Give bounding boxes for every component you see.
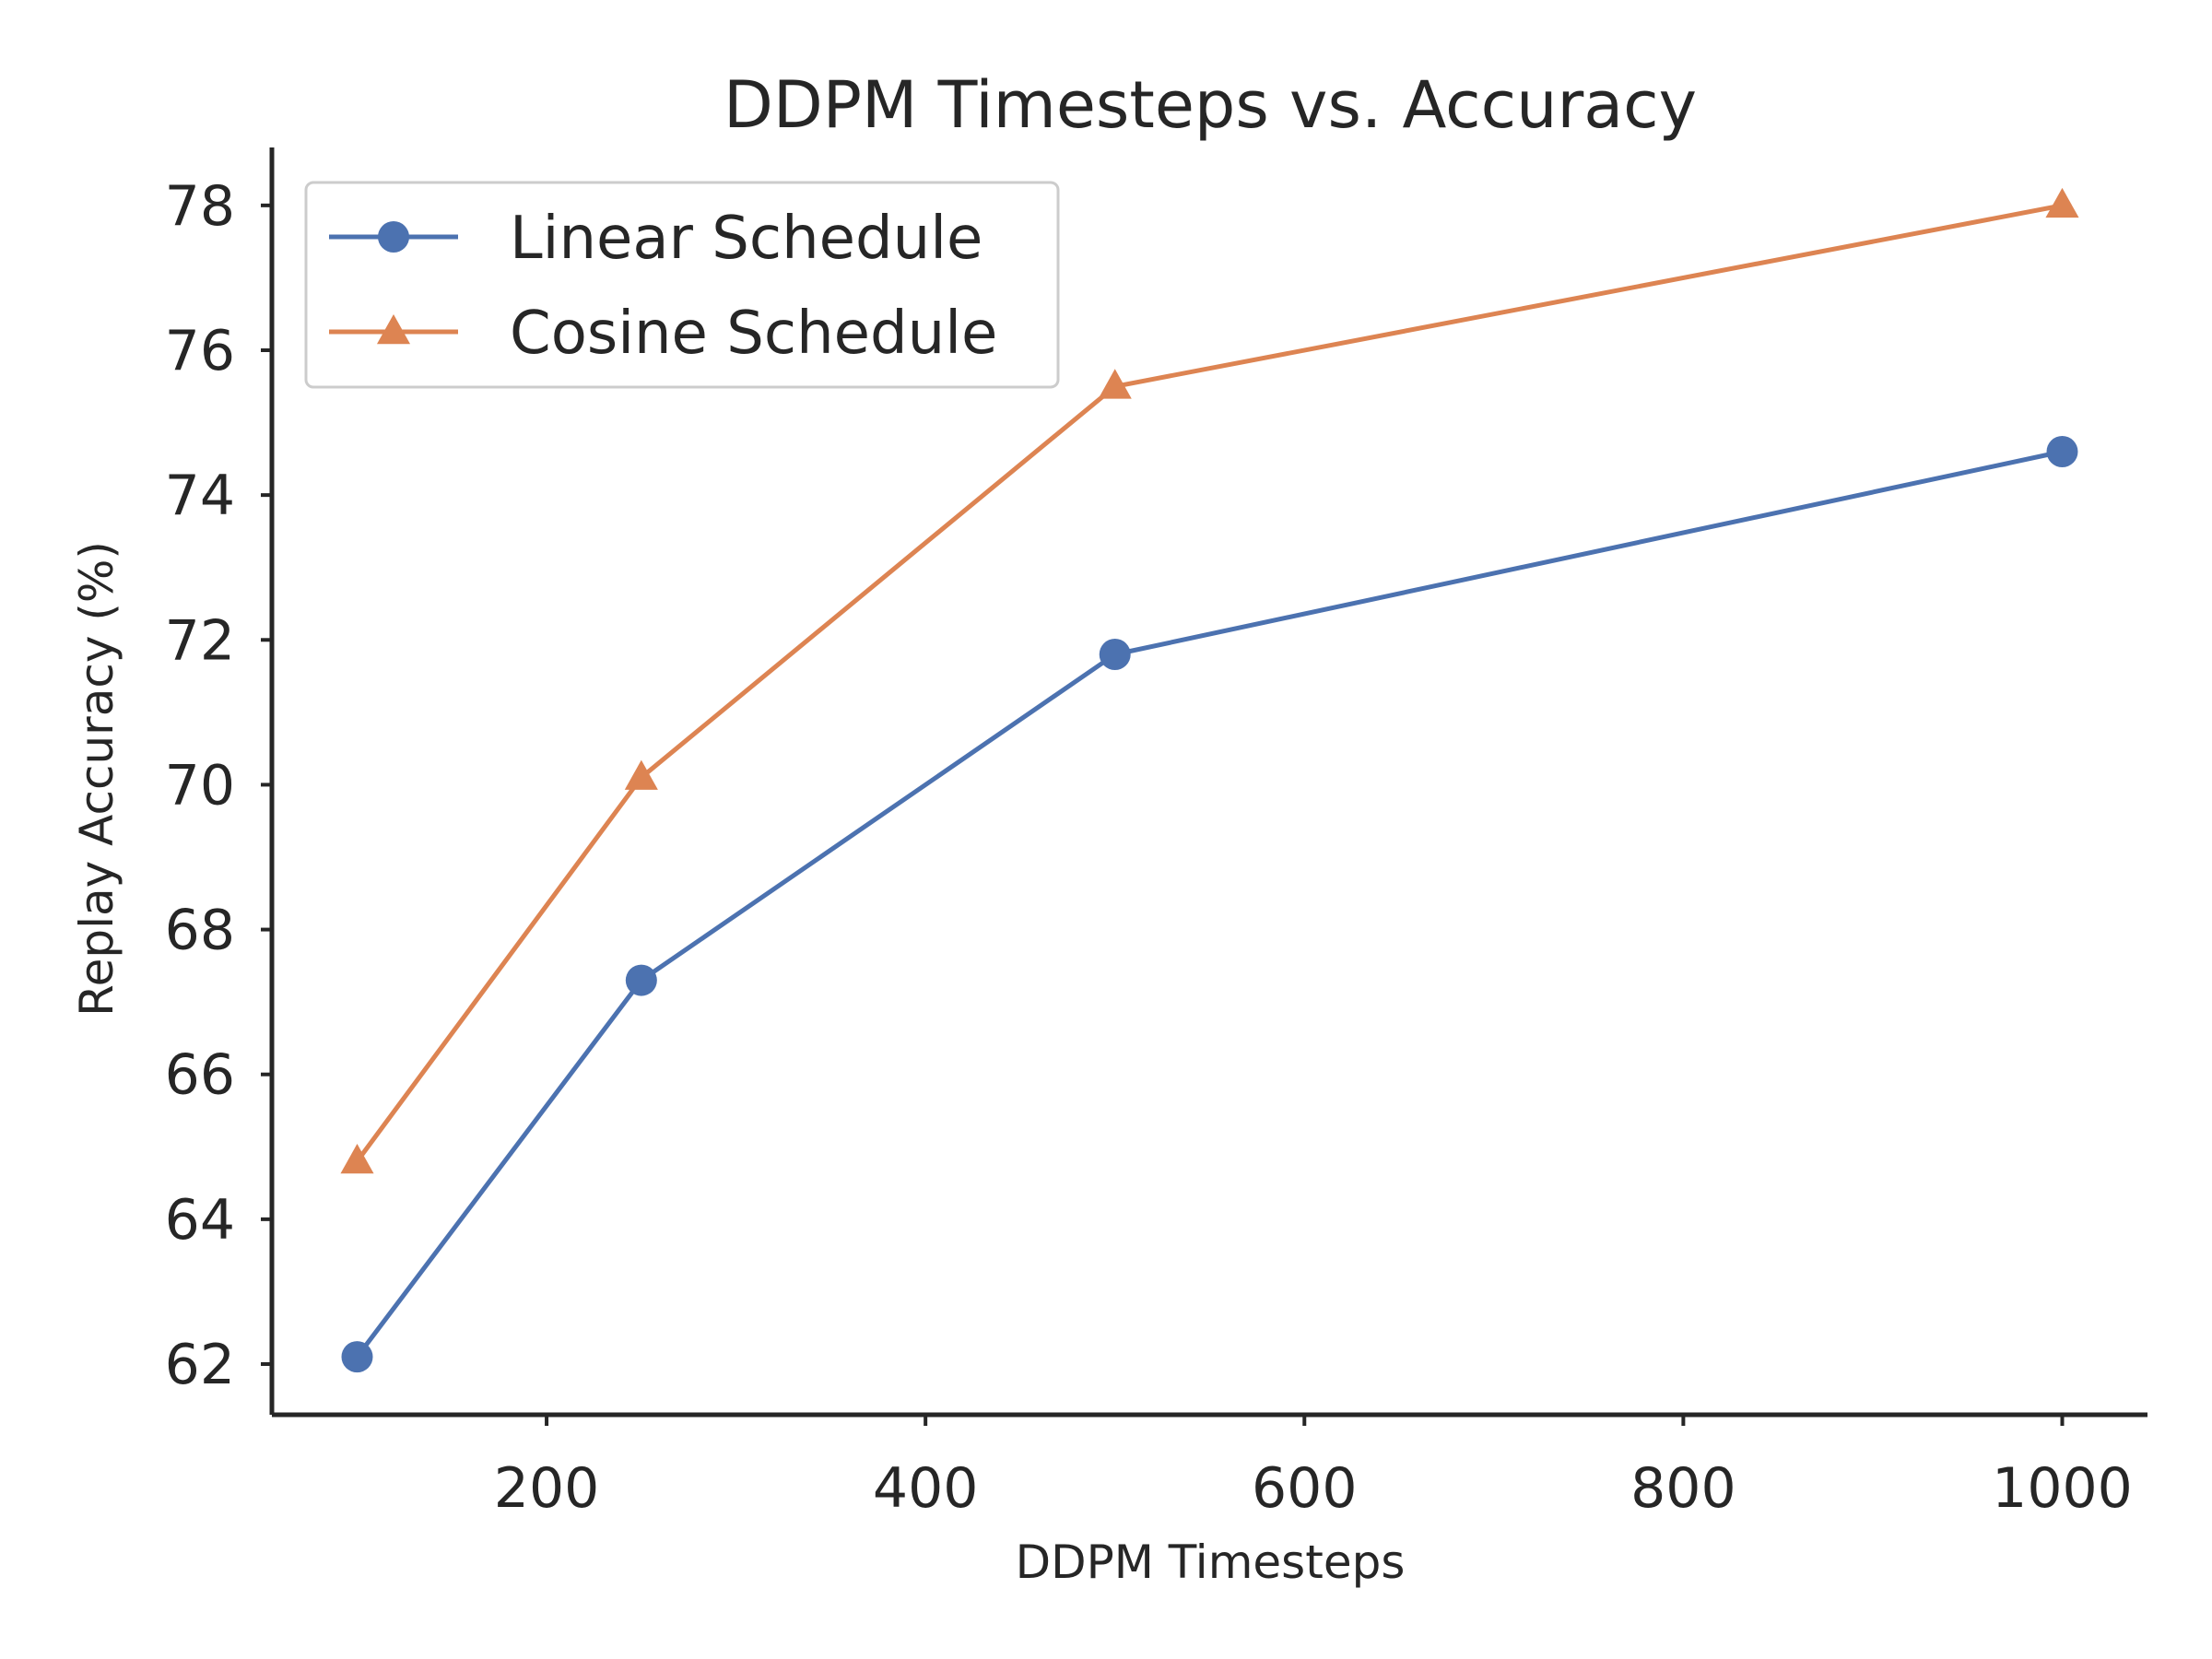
data-point [1099, 639, 1131, 670]
data-point [340, 1144, 374, 1174]
legend-marker [378, 221, 409, 253]
y-tick-label: 72 [165, 608, 235, 673]
y-tick-label: 70 [165, 753, 235, 818]
legend-marker [376, 314, 411, 345]
x-tick-label: 1000 [1992, 1456, 2133, 1521]
series-line [355, 449, 2065, 1359]
data-point [625, 964, 657, 996]
y-ticks: 62 64 66 68 70 72 74 76 78 [165, 174, 272, 1397]
data-point [1098, 369, 1132, 399]
legend-label: Linear Schedule [510, 205, 982, 273]
y-tick-label: 62 [165, 1333, 235, 1397]
plot-area: 200 400 600 800 1000 62 64 66 68 70 72 74 76 78 [165, 147, 2147, 1521]
series-cosine-schedule [340, 187, 2079, 1174]
y-tick-label: 78 [165, 174, 235, 239]
x-tick-label: 800 [1630, 1456, 1736, 1521]
x-tick-label: 200 [494, 1456, 600, 1521]
x-axis-label: DDPM Timesteps [1016, 1535, 1406, 1589]
chart-title: DDPM Timesteps vs. Accuracy [724, 67, 1697, 143]
legend: Linear Schedule Cosine Schedule [304, 181, 1060, 389]
legend-item: Cosine Schedule [329, 300, 997, 368]
y-tick-label: 74 [165, 464, 235, 528]
data-point [2045, 187, 2079, 218]
legend-label: Cosine Schedule [510, 300, 997, 368]
series-linear-schedule [341, 436, 2078, 1373]
y-tick-label: 76 [165, 319, 235, 383]
y-tick-label: 66 [165, 1043, 235, 1108]
legend-frame [304, 181, 1060, 389]
data-point [2046, 436, 2078, 467]
series-layer [340, 187, 2079, 1373]
x-tick-label: 600 [1252, 1456, 1358, 1521]
y-axis-label: Replay Accuracy (%) [70, 541, 124, 1017]
series-line [355, 203, 2065, 1164]
x-ticks: 200 400 600 800 1000 [494, 1415, 2133, 1521]
legend-item: Linear Schedule [329, 205, 982, 273]
x-tick-label: 400 [873, 1456, 979, 1521]
data-point [624, 759, 658, 790]
y-tick-label: 64 [165, 1188, 235, 1253]
y-tick-label: 68 [165, 899, 235, 963]
data-point [341, 1341, 373, 1373]
